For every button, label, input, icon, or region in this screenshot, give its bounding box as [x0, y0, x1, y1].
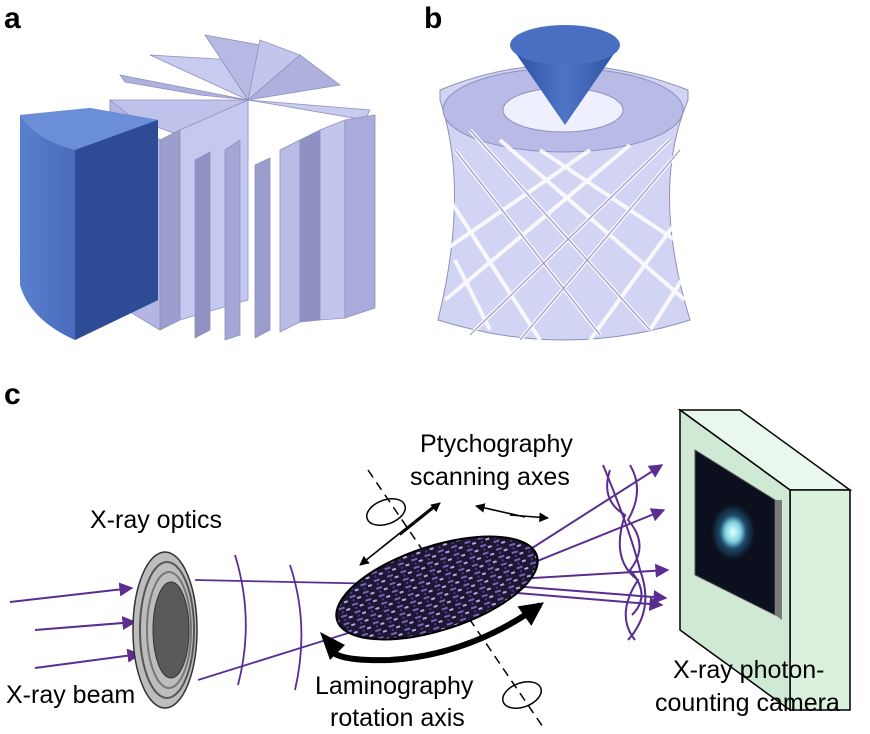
xray-optics-label: X-ray optics: [90, 506, 222, 534]
laminography-label-line2: rotation axis: [330, 704, 465, 732]
xray-optics-zone-plate: [132, 551, 198, 709]
panel-a-blue-solid: [20, 108, 158, 340]
panel-a-label: a: [4, 2, 21, 35]
camera-label-line1: X-ray photon-: [673, 656, 824, 684]
laminography-label-line1: Laminography: [315, 672, 474, 700]
photon-counting-camera: [677, 408, 853, 712]
panel-b-cone: [510, 25, 620, 125]
ptychography-scan-arrows: [359, 502, 549, 566]
panel-c-label: c: [4, 378, 21, 411]
incoming-beam: [9, 582, 142, 669]
xray-beam-label: X-ray beam: [6, 681, 135, 709]
ptychography-label-line2: scanning axes: [410, 463, 570, 491]
rotation-arrow: [320, 602, 544, 664]
camera-label-line2: counting camera: [655, 689, 840, 717]
sample-disk: [335, 535, 539, 641]
ptychography-label-line1: Ptychography: [420, 430, 573, 458]
panel-b-label: b: [424, 2, 442, 35]
